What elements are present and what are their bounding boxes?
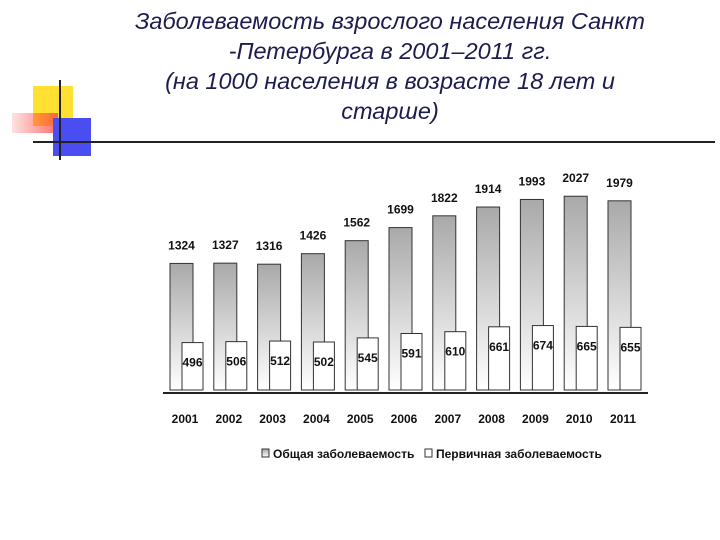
title-line-4: старше) [341, 98, 439, 124]
x-tick-label-2011: 2011 [610, 412, 636, 426]
data-label-primary-2007: 610 [445, 345, 465, 359]
data-label-total-2007: 1822 [431, 191, 458, 205]
data-label-primary-2006: 591 [401, 347, 421, 361]
data-label-total-2004: 1426 [300, 229, 327, 243]
x-tick-label-2009: 2009 [522, 412, 549, 426]
bar-primary-2007 [444, 331, 467, 391]
legend: Общая заболеваемость Первичная заболеваем… [261, 447, 602, 461]
x-tick-label-2005: 2005 [347, 412, 374, 426]
data-label-total-2001: 1324 [168, 238, 195, 252]
x-tick-label-2008: 2008 [478, 412, 505, 426]
data-label-total-2006: 1699 [387, 203, 414, 217]
x-tick-label-2004: 2004 [303, 412, 330, 426]
bar-primary-2010 [575, 325, 598, 391]
bar-primary-2003 [269, 340, 292, 391]
data-label-total-2003: 1316 [256, 239, 283, 253]
legend-swatch-total [261, 448, 270, 458]
x-tick-label-2006: 2006 [391, 412, 418, 426]
decor-vertical-line [59, 80, 61, 160]
title-line-3: (на 1000 населения в возрасте 18 лет и [165, 68, 615, 94]
x-tick-label-2002: 2002 [215, 412, 242, 426]
bar-primary-2009 [531, 325, 554, 391]
bar-primary-2004 [312, 341, 335, 391]
bar-primary-2011 [619, 326, 642, 391]
bar-primary-2002 [225, 341, 248, 391]
data-label-total-2008: 1914 [475, 182, 502, 196]
decor-horizontal-line [33, 141, 715, 143]
data-label-primary-2001: 496 [182, 356, 202, 370]
legend-swatch-primary [424, 448, 433, 458]
data-label-primary-2004: 502 [314, 355, 334, 369]
x-tick-label-2001: 2001 [172, 412, 199, 426]
data-label-primary-2005: 545 [358, 351, 378, 365]
data-label-primary-2010: 665 [577, 339, 597, 353]
bar-primary-2008 [488, 326, 511, 391]
data-label-primary-2008: 661 [489, 340, 509, 354]
x-tick-label-2007: 2007 [434, 412, 461, 426]
data-label-total-2011: 1979 [606, 176, 633, 190]
title-line-1: Заболеваемость взрослого населения Санкт [134, 8, 646, 34]
data-label-primary-2009: 674 [533, 339, 553, 353]
decor-red-bar [12, 113, 58, 133]
title-line-2: -Петербурга в 2001–2011 гг. [228, 38, 552, 64]
data-label-total-2009: 1993 [519, 174, 546, 188]
data-label-primary-2002: 506 [226, 355, 246, 369]
legend-label-total: Общая заболеваемость [273, 447, 414, 461]
data-label-total-2010: 2027 [562, 171, 589, 185]
legend-label-primary: Первичная заболеваемость [436, 447, 602, 461]
data-label-total-2002: 1327 [212, 238, 239, 252]
bar-primary-2001 [181, 342, 204, 391]
bar-primary-2005 [356, 337, 379, 391]
x-tick-label-2010: 2010 [566, 412, 593, 426]
data-label-primary-2003: 512 [270, 354, 290, 368]
data-label-total-2005: 1562 [343, 216, 370, 230]
bar-primary-2006 [400, 333, 423, 391]
slide-title: Заболеваемость взрослого населения Санкт… [60, 6, 720, 126]
bars-group: 1324 496 2001 1327 506 2002 1316 512 2003 1426 502… [163, 171, 648, 426]
x-tick-label-2003: 2003 [259, 412, 286, 426]
data-label-primary-2011: 655 [620, 340, 640, 354]
